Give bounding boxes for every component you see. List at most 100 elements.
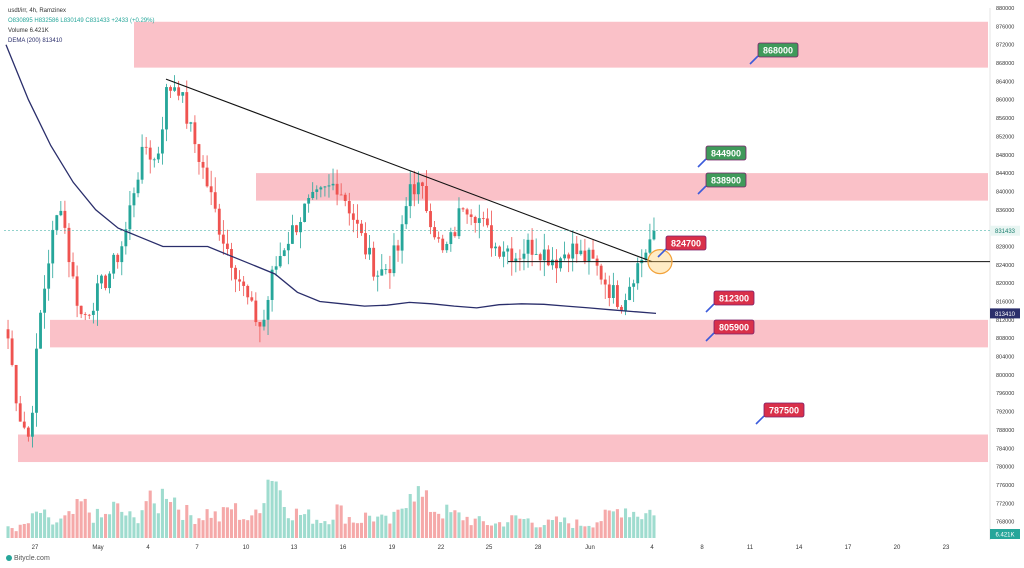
candle-body xyxy=(254,300,258,323)
logo-icon xyxy=(6,555,12,562)
candle-body xyxy=(148,147,152,160)
volume-bar xyxy=(485,525,489,538)
volume-bar xyxy=(619,517,624,538)
volume-bar xyxy=(233,503,238,538)
candle-body xyxy=(599,265,603,280)
volume-bar xyxy=(457,512,461,538)
candle-body xyxy=(396,245,400,251)
volume-bar xyxy=(599,521,603,538)
candle-body xyxy=(506,248,510,252)
volume-bar xyxy=(579,525,583,538)
volume-bar xyxy=(209,517,213,538)
volume-bar xyxy=(347,517,351,538)
dema-line: DEMA (200) 813410 xyxy=(8,38,63,44)
volume-bar xyxy=(136,523,140,538)
candle-body xyxy=(266,299,270,320)
candle-body xyxy=(514,258,518,262)
candle-body xyxy=(376,275,380,277)
candle-body xyxy=(91,310,95,315)
volume-bar xyxy=(286,518,290,538)
candle-body xyxy=(258,322,262,327)
candle-body xyxy=(173,87,177,91)
watermark: Bitycle.com xyxy=(6,555,50,562)
dema-price-badge: 813410 xyxy=(995,312,1016,318)
y-tick-label: 812000 xyxy=(996,318,1014,324)
candle-body xyxy=(498,246,502,257)
candle-body xyxy=(392,245,396,274)
candle-body xyxy=(575,243,579,255)
volume-bar xyxy=(164,498,169,538)
volume-bar xyxy=(640,519,644,538)
candle-body xyxy=(404,206,408,225)
candle-body xyxy=(14,364,18,404)
candle-body xyxy=(104,275,107,289)
x-tick-label: 16 xyxy=(340,545,347,551)
annotation-label-box xyxy=(713,290,755,306)
volume-bar xyxy=(63,515,67,538)
volume-bar xyxy=(217,521,221,538)
x-tick-label: 8 xyxy=(700,545,704,551)
volume-bar xyxy=(433,511,437,538)
candle-body xyxy=(205,167,209,187)
x-tick-label: 23 xyxy=(943,545,950,551)
candle-body xyxy=(384,269,388,270)
volume-bar xyxy=(95,508,99,538)
volume-bar xyxy=(91,522,95,538)
volume-bar xyxy=(636,516,640,538)
candle-body xyxy=(372,247,376,277)
volume-bar xyxy=(498,522,502,538)
candle-body xyxy=(201,161,205,168)
x-tick-label: 4 xyxy=(146,545,150,551)
volume-bar xyxy=(355,523,359,538)
volume-bar xyxy=(262,503,266,538)
x-tick-label: 28 xyxy=(535,545,542,551)
volume-bar xyxy=(79,501,83,538)
volume-bar xyxy=(644,513,648,538)
candle-body xyxy=(591,249,595,259)
candle-body xyxy=(477,218,481,223)
volume-bar xyxy=(546,519,550,538)
volume-bar xyxy=(221,507,225,538)
volume-bar xyxy=(108,514,112,538)
candle-body xyxy=(242,281,246,286)
candle-body xyxy=(238,279,242,282)
y-tick-label: 820000 xyxy=(996,281,1014,287)
volume-bar xyxy=(445,504,449,538)
candle-body xyxy=(270,269,274,300)
volume-axis-badge: 6.421K xyxy=(995,533,1014,539)
support-resistance-zone xyxy=(256,173,988,201)
volume-bar xyxy=(441,518,445,538)
candle-body xyxy=(67,227,71,263)
volume-bar xyxy=(197,518,201,538)
volume-bar xyxy=(71,513,75,538)
volume-bar xyxy=(583,526,587,538)
candle-body xyxy=(465,209,469,215)
trendline xyxy=(165,78,653,263)
y-tick-label: 788000 xyxy=(996,428,1014,434)
candle-body xyxy=(429,211,432,228)
volume-bar xyxy=(575,519,579,538)
y-tick-label: 824000 xyxy=(996,263,1014,269)
volume-bar xyxy=(632,511,636,538)
candle-body xyxy=(128,205,132,230)
volume-bar xyxy=(319,523,323,538)
volume-bar xyxy=(307,509,311,538)
candle-body xyxy=(530,239,534,255)
candle-body xyxy=(449,232,453,245)
volume-bar xyxy=(477,516,481,538)
annotation-label-box xyxy=(705,145,747,161)
volume-bar xyxy=(274,481,278,538)
candle-body xyxy=(538,254,542,261)
volume-bar xyxy=(538,527,542,538)
x-tick-label: 11 xyxy=(747,545,754,551)
y-tick-label: 864000 xyxy=(996,79,1014,85)
candle-body xyxy=(160,129,164,154)
candle-body xyxy=(416,182,420,195)
candle-body xyxy=(481,218,485,219)
candle-body xyxy=(319,187,323,190)
volume-bar xyxy=(648,509,652,538)
volume-bar xyxy=(246,520,250,538)
volume-bar xyxy=(258,513,262,538)
candle-body xyxy=(132,193,136,206)
